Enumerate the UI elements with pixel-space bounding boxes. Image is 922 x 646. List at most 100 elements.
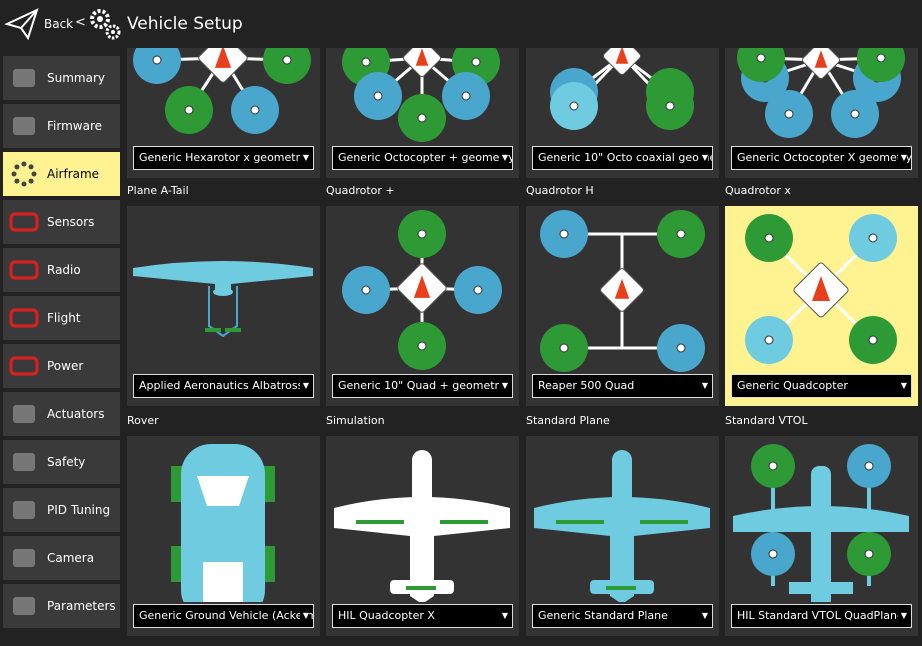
airframe-tile[interactable]: Generic Hexarotor x geometry ▼	[127, 48, 320, 178]
sidebar-label: Airframe	[47, 167, 100, 181]
dropdown-text: Generic Ground Vehicle (Ackermann)	[139, 609, 313, 622]
dropdown-arrow[interactable]: ▼	[498, 375, 508, 397]
group-label: Standard VTOL	[725, 414, 808, 427]
group-label: Simulation	[326, 414, 385, 427]
sidebar-button[interactable]: Flight Modes	[3, 296, 120, 369]
sidebar-label: PID Tuning	[47, 503, 111, 517]
sidebar-icon	[13, 405, 35, 423]
airframe-tile[interactable]: Generic Octocopter X geometry ▼	[725, 48, 918, 178]
airframe-dropdown[interactable]: Generic Quadcopter ▼	[731, 374, 912, 398]
airframe-image	[550, 48, 694, 130]
gears-icon	[90, 9, 121, 40]
sidebar-icon	[13, 453, 35, 471]
sidebar-icon	[13, 549, 35, 567]
airframe-image	[745, 214, 897, 364]
back-icon[interactable]	[4, 6, 40, 42]
airframe-tile[interactable]: HIL Standard VTOL QuadPlane ▼	[725, 436, 918, 636]
dropdown-arrow[interactable]: ▼	[299, 147, 309, 169]
airframe-dropdown[interactable]: Generic 10" Quad + geometry ▼	[332, 374, 513, 398]
back-button[interactable]: Back	[44, 17, 74, 31]
airframe-image	[171, 444, 275, 602]
dropdown-text: Generic Hexarotor x geometry	[139, 151, 307, 164]
airframe-image	[342, 48, 500, 142]
toolbar: Back < Vehicle Setup	[0, 0, 922, 48]
airframe-image	[334, 450, 510, 602]
sidebar-button[interactable]: Camera	[3, 536, 120, 580]
dropdown-text: Applied Aeronautics Albatross	[139, 379, 304, 392]
sidebar-label: Sensors	[47, 215, 95, 229]
sidebar-label: Actuators	[47, 407, 105, 421]
sidebar-button[interactable]: Radio	[3, 248, 120, 292]
separator: <	[75, 15, 86, 30]
sidebar-label: Power	[47, 359, 84, 373]
group-label: Quadrotor x	[725, 184, 791, 197]
dropdown-text: HIL Quadcopter X	[338, 609, 435, 622]
sidebar-button[interactable]: Parameters	[3, 584, 120, 628]
sidebar-icon	[9, 356, 39, 376]
dropdown-text: Generic Quadcopter	[737, 379, 848, 392]
airframe-dropdown[interactable]: Applied Aeronautics Albatross ▼	[133, 374, 314, 398]
airframe-tile[interactable]: HIL Quadcopter X ▼	[326, 436, 519, 636]
dropdown-arrow[interactable]: ▼	[698, 605, 708, 627]
sidebar-label: Firmware	[47, 119, 102, 133]
dropdown-arrow[interactable]: ▼	[897, 375, 907, 397]
dropdown-arrow[interactable]: ▼	[299, 375, 309, 397]
airframe-dropdown[interactable]: Generic Octocopter X geometry ▼	[731, 146, 912, 170]
group-label: Rover	[127, 414, 159, 427]
airframe-image	[133, 261, 313, 338]
sidebar-button[interactable]: Safety	[3, 440, 120, 484]
airframe-dropdown[interactable]: Generic Hexarotor x geometry ▼	[133, 146, 314, 170]
airframe-dropdown[interactable]: Generic Ground Vehicle (Ackermann)▼	[133, 604, 314, 628]
dropdown-arrow[interactable]: ▼	[498, 147, 508, 169]
sidebar-button[interactable]: PID Tuning	[3, 488, 120, 532]
sidebar-label: Summary	[47, 71, 105, 85]
sidebar-button[interactable]: Actuators	[3, 392, 120, 436]
airframe-tile[interactable]: Reaper 500 Quad ▼	[526, 206, 719, 406]
sidebar-icon	[9, 308, 39, 328]
dropdown-text: Generic Octocopter + geometry	[338, 151, 513, 164]
airframe-tile[interactable]: Generic Quadcopter ▼	[725, 206, 918, 406]
dropdown-arrow[interactable]: ▼	[897, 605, 907, 627]
sidebar-label: Parameters	[47, 599, 116, 613]
airframe-dropdown[interactable]: HIL Standard VTOL QuadPlane ▼	[731, 604, 912, 628]
sidebar-icon	[13, 597, 35, 615]
airframe-image	[534, 450, 710, 602]
dropdown-text: HIL Standard VTOL QuadPlane	[737, 609, 904, 622]
airframe-tile[interactable]: Generic 10" Octo coaxial geometry ▼	[526, 48, 719, 178]
airframe-image	[342, 210, 502, 370]
airframe-dropdown[interactable]: Generic 10" Octo coaxial geometry ▼	[532, 146, 713, 170]
airframe-tile[interactable]: Generic Standard Plane ▼	[526, 436, 719, 636]
dropdown-arrow[interactable]: ▼	[498, 605, 508, 627]
sidebar-button[interactable]: Firmware	[3, 104, 120, 148]
group-label: Plane A-Tail	[127, 184, 189, 197]
sidebar-button[interactable]: Summary	[3, 56, 120, 100]
sidebar-button[interactable]: Airframe	[3, 152, 120, 196]
dropdown-text: Generic 10" Quad + geometry	[338, 379, 506, 392]
airframe-image	[133, 48, 311, 134]
airframe-dropdown[interactable]: Reaper 500 Quad ▼	[532, 374, 713, 398]
dropdown-text: Generic 10" Octo coaxial geometry	[538, 151, 713, 164]
dropdown-arrow[interactable]: ▼	[299, 605, 309, 627]
airframe-tile[interactable]: Generic Ground Vehicle (Ackermann)▼	[127, 436, 320, 636]
sidebar-icon	[11, 161, 37, 187]
airframe-dropdown[interactable]: HIL Quadcopter X ▼	[332, 604, 513, 628]
group-label: Standard Plane	[526, 414, 610, 427]
airframe-dropdown[interactable]: Generic Standard Plane ▼	[532, 604, 713, 628]
airframe-tile[interactable]: Generic Octocopter + geometry ▼	[326, 48, 519, 178]
sidebar-button[interactable]: Power	[3, 344, 120, 388]
sidebar-icon	[13, 69, 35, 87]
airframe-dropdown[interactable]: Generic Octocopter + geometry ▼	[332, 146, 513, 170]
group-label: Quadrotor +	[326, 184, 395, 197]
sidebar-icon	[9, 212, 39, 232]
sidebar-button[interactable]: Sensors	[3, 200, 120, 244]
airframe-image	[733, 444, 909, 602]
airframe-tile[interactable]: Generic 10" Quad + geometry ▼	[326, 206, 519, 406]
sidebar-icon	[13, 117, 35, 135]
dropdown-arrow[interactable]: ▼	[698, 147, 708, 169]
airframe-tile[interactable]: Applied Aeronautics Albatross ▼	[127, 206, 320, 406]
dropdown-arrow[interactable]: ▼	[897, 147, 907, 169]
group-label: Quadrotor H	[526, 184, 594, 197]
dropdown-arrow[interactable]: ▼	[698, 375, 708, 397]
sidebar-label: Radio	[47, 263, 81, 277]
page-title: Vehicle Setup	[127, 14, 243, 34]
